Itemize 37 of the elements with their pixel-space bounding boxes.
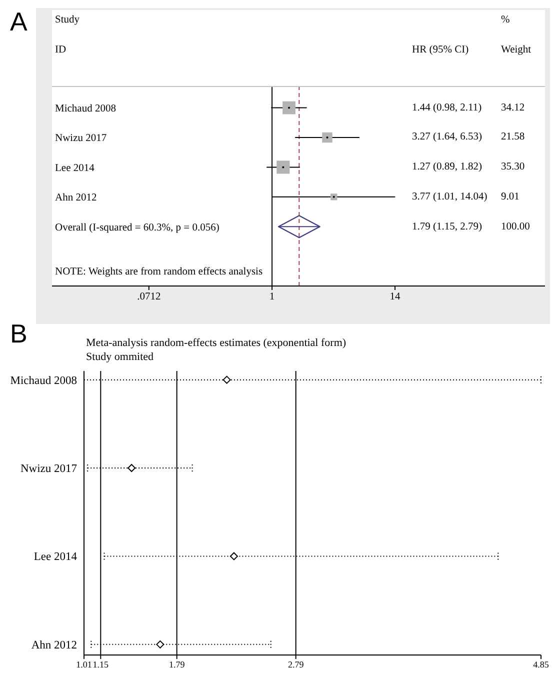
text: HR (95% CI) <box>412 44 469 56</box>
annotation: 34.12 <box>501 102 525 114</box>
annotation: 3.77 (1.01, 14.04) <box>412 191 488 202</box>
x-tick-label: 1.79 <box>168 659 186 670</box>
x-tick-label: 1.15 <box>92 659 110 670</box>
text: B <box>10 318 28 348</box>
annotation: 1.27 (0.89, 1.82) <box>412 162 482 173</box>
annotation: 3.27 (1.64, 6.53) <box>412 132 482 143</box>
y-tick-label: Lee 2014 <box>55 162 96 174</box>
y-tick-label: Nwizu 2017 <box>20 463 78 476</box>
annotation: 35.30 <box>501 162 525 173</box>
y-tick-label: Ahn 2012 <box>55 192 97 204</box>
y-tick-label: Lee 2014 <box>34 551 78 564</box>
chart-title: Meta-analysis random-effects estimates (exponential form) <box>86 337 346 349</box>
annotation: 1.44 (0.98, 2.11) <box>412 102 482 114</box>
y-tick-label: Overall (I-squared = 60.3%, p = 0.056) <box>55 222 220 234</box>
chart-subtitle: Study ommited <box>86 351 154 363</box>
text: Study <box>55 14 80 26</box>
text: ID <box>55 44 66 56</box>
y-tick-label: Michaud 2008 <box>55 103 116 114</box>
y-tick-label: Nwizu 2017 <box>55 133 107 144</box>
annotation: 21.58 <box>501 132 525 143</box>
annotation: 1.79 (1.15, 2.79) <box>412 221 482 232</box>
annotation: 9.01 <box>501 191 520 202</box>
x-tick-label: 2.79 <box>288 659 304 670</box>
y-tick-label: Ahn 2012 <box>31 639 78 652</box>
y-tick-label: Michaud 2008 <box>10 374 78 387</box>
x-tick-label: 1.01 <box>76 659 92 670</box>
x-tick-label: 14 <box>390 291 402 302</box>
annotation: 100.00 <box>501 221 530 232</box>
x-tick-label: 1 <box>269 291 275 302</box>
text: Weight <box>501 44 532 56</box>
x-tick-label: 4.85 <box>533 659 550 670</box>
text: NOTE: Weights are from random effects analysis <box>55 266 263 278</box>
x-tick-label: .0712 <box>137 291 161 302</box>
text: A <box>10 6 28 36</box>
text: % <box>501 14 510 26</box>
